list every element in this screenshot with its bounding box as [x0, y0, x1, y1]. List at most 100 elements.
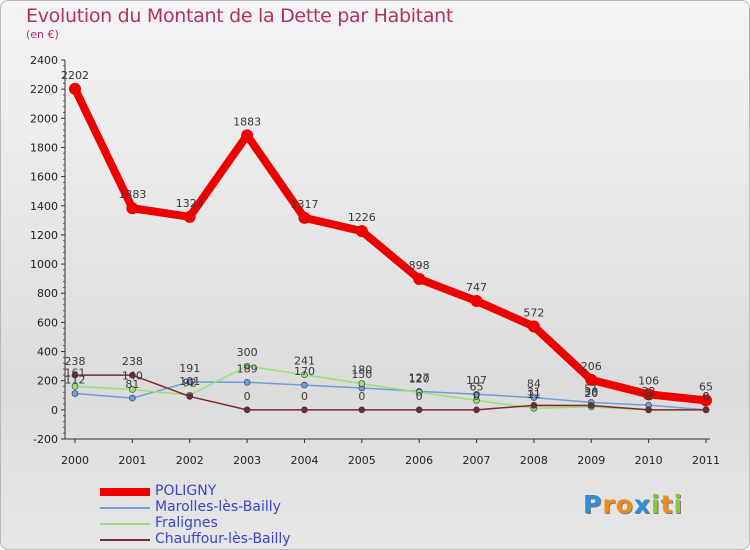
data-label: 0 — [703, 390, 710, 403]
data-label: 180 — [351, 364, 372, 377]
data-label: 101 — [179, 375, 200, 388]
data-label: 300 — [237, 346, 258, 359]
data-label: 189 — [237, 362, 258, 375]
logo-letter: t — [660, 490, 674, 519]
data-point — [700, 394, 712, 407]
y-tick-label: 2200 — [30, 83, 58, 96]
data-point — [298, 211, 311, 224]
data-label: 241 — [294, 355, 315, 368]
x-tick-label: 2006 — [405, 454, 433, 467]
data-label: 0 — [358, 390, 365, 403]
data-label: 120 — [409, 372, 430, 385]
x-tick-label: 2004 — [290, 454, 318, 467]
legend-label: Marolles-lès-Bailly — [155, 499, 281, 515]
legend-label: Fralignes — [155, 515, 218, 531]
legend-label: POLIGNY — [155, 483, 217, 499]
data-point — [243, 362, 251, 370]
data-label: 572 — [523, 306, 544, 319]
y-tick-label: 1000 — [30, 258, 58, 271]
data-label: 0 — [473, 390, 480, 403]
data-label: 2202 — [61, 69, 89, 82]
x-tick-label: 2002 — [176, 454, 204, 467]
data-point — [243, 378, 251, 386]
chart-title: Evolution du Montant de la Dette par Hab… — [26, 5, 454, 27]
x-tick-label: 2011 — [692, 454, 720, 467]
data-label: 32 — [642, 385, 656, 398]
data-point — [186, 393, 194, 400]
chart-subtitle: (en €) — [26, 28, 59, 41]
logo-letter: i — [673, 490, 684, 519]
series-line — [74, 381, 707, 411]
data-point — [71, 371, 79, 379]
y-tick-label: 1600 — [30, 171, 58, 184]
data-label: 31 — [527, 385, 541, 398]
data-label: 170 — [294, 365, 315, 378]
logo-letter: x — [633, 490, 651, 519]
data-point — [645, 406, 652, 414]
x-tick-label: 2009 — [577, 454, 605, 467]
data-point — [183, 210, 196, 223]
data-point — [413, 272, 426, 285]
data-point — [530, 394, 538, 401]
data-point — [355, 225, 368, 238]
data-label: 238 — [65, 355, 86, 368]
data-point — [71, 390, 79, 397]
data-point — [530, 402, 538, 409]
y-tick-label: 1400 — [30, 200, 58, 213]
legend-swatch — [100, 488, 150, 496]
data-label: 92 — [183, 376, 197, 389]
data-point — [358, 406, 366, 414]
data-point — [69, 82, 81, 95]
data-label: 0 — [416, 390, 423, 403]
data-point — [358, 380, 366, 387]
x-tick-label: 2010 — [635, 454, 663, 467]
y-tick-label: 0 — [51, 404, 58, 417]
data-point — [186, 378, 194, 386]
data-label: 206 — [581, 360, 602, 373]
data-label: 1883 — [233, 115, 261, 128]
series-line — [74, 365, 707, 411]
data-point — [415, 389, 423, 396]
data-label: 84 — [527, 378, 541, 391]
data-label: 0 — [301, 390, 308, 403]
data-label: 150 — [351, 368, 372, 381]
data-label: 1317 — [290, 198, 318, 211]
y-tick-label: 400 — [37, 346, 58, 359]
data-point — [585, 373, 598, 386]
data-label: 106 — [638, 374, 659, 387]
data-label: 898 — [409, 259, 430, 272]
data-label: 1383 — [118, 188, 146, 201]
data-label: 65 — [470, 380, 484, 393]
x-tick-label: 2003 — [233, 454, 261, 467]
legend-swatch — [100, 539, 150, 541]
data-label: 20 — [584, 387, 598, 400]
data-point — [241, 129, 254, 142]
data-label: 65 — [699, 380, 713, 393]
y-tick-label: 2000 — [30, 112, 58, 125]
data-point — [473, 406, 480, 414]
data-label: 1226 — [348, 211, 376, 224]
series-line — [74, 374, 707, 411]
data-label: 127 — [409, 371, 430, 384]
y-tick-label: 1200 — [30, 229, 58, 242]
data-point — [243, 406, 251, 414]
data-label: 11 — [527, 388, 541, 401]
data-point — [470, 294, 483, 307]
logo-letter: i — [651, 490, 661, 519]
data-point — [129, 371, 136, 379]
y-tick-label: 2400 — [30, 54, 58, 67]
data-label: 30 — [584, 385, 598, 398]
data-label: 0 — [703, 390, 710, 403]
data-label: 0 — [645, 390, 652, 403]
data-point — [129, 394, 136, 402]
data-point — [587, 402, 595, 409]
x-tick-label: 2000 — [61, 454, 89, 467]
data-label: 1324 — [176, 197, 204, 210]
logo-letter: o — [615, 490, 634, 519]
data-point — [129, 386, 136, 393]
data-label: 140 — [122, 369, 143, 382]
data-label: 161 — [65, 366, 86, 379]
legend-swatch — [100, 523, 150, 525]
